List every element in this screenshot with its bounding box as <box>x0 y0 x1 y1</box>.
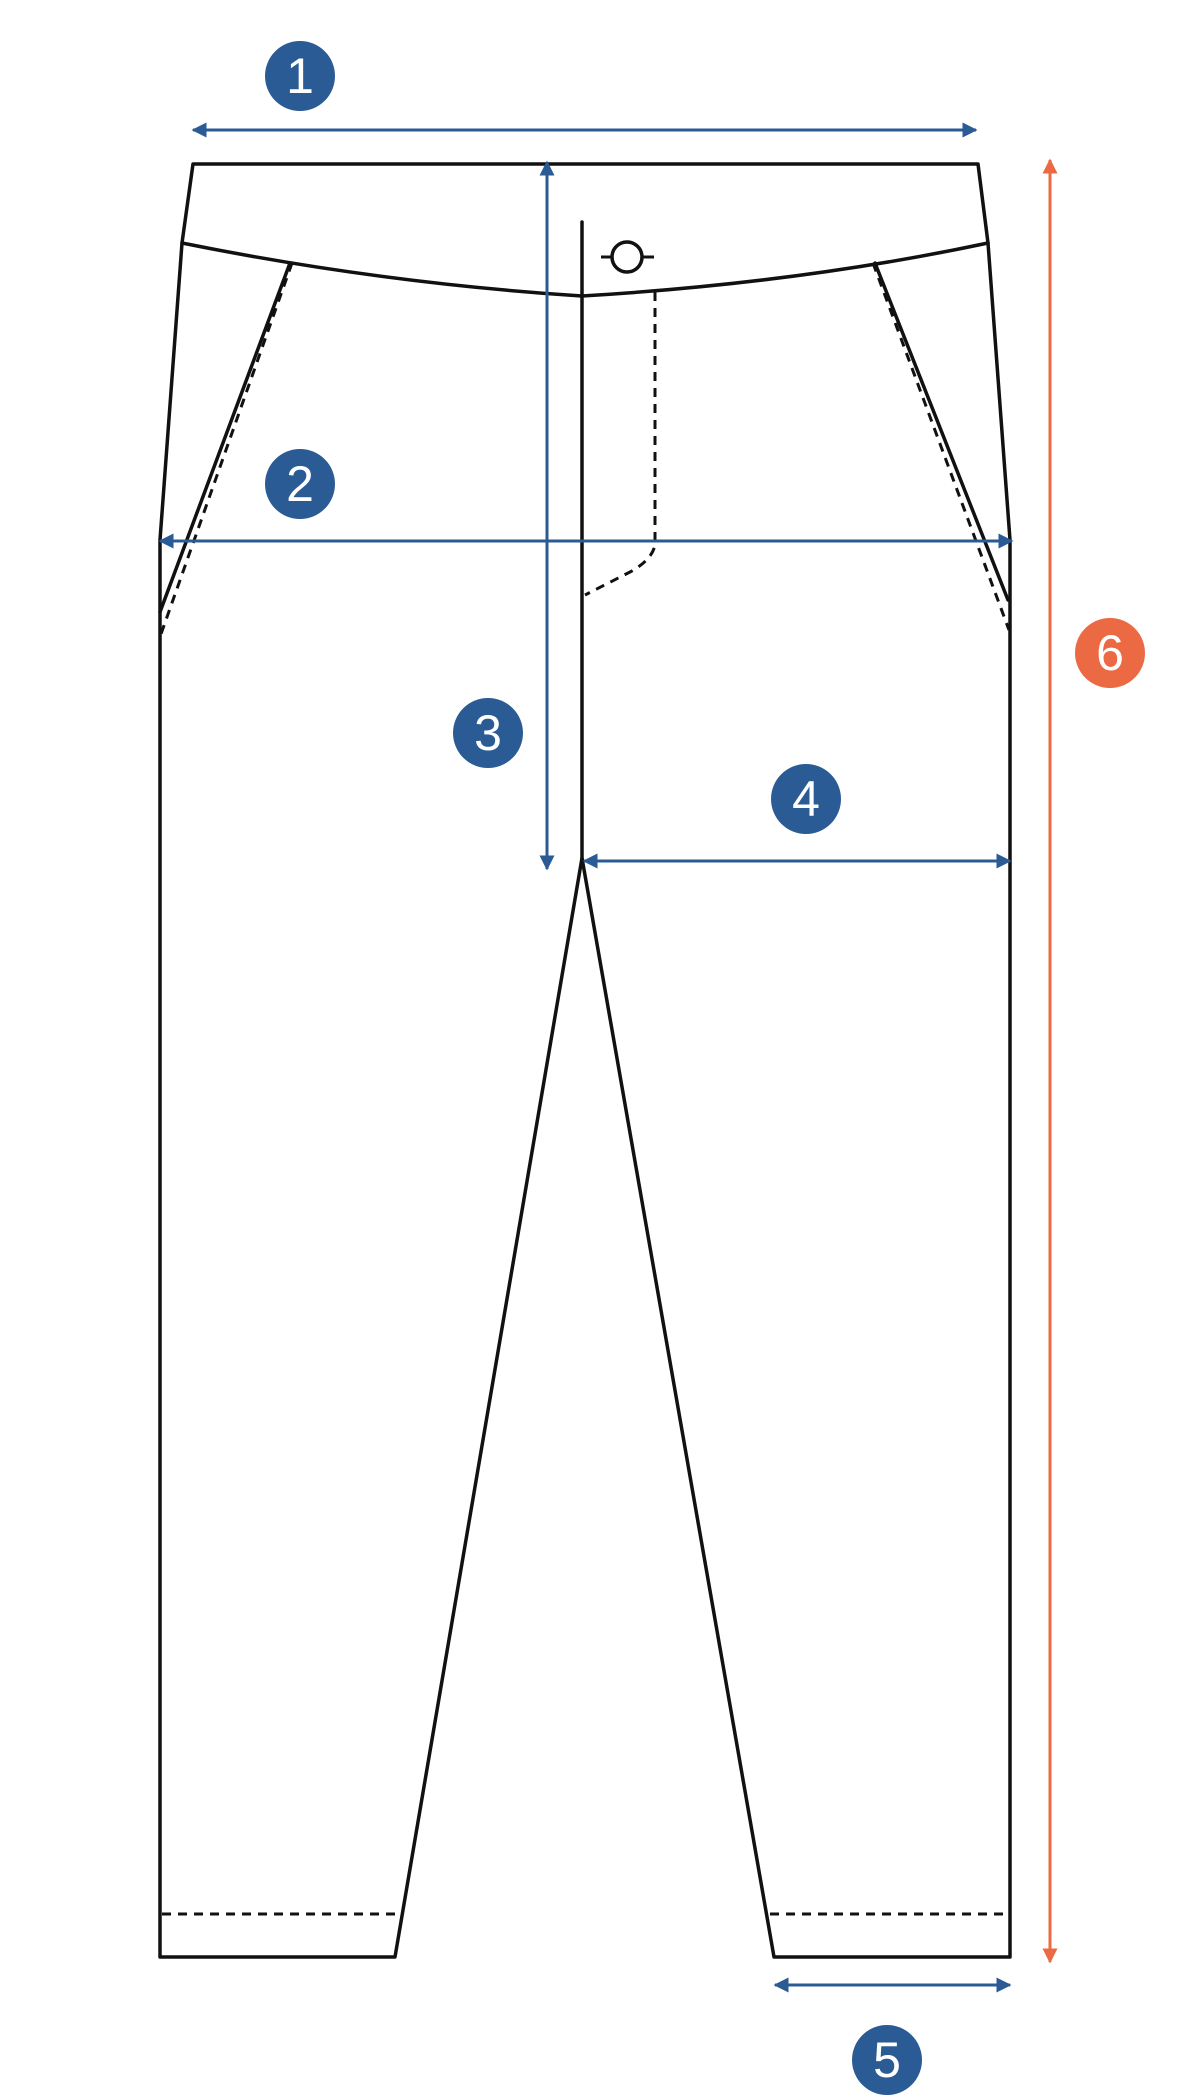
marker-4-label: 4 <box>792 771 820 827</box>
right-pocket <box>873 261 1010 602</box>
marker-1-badge <box>265 41 335 111</box>
pants-outline <box>158 162 1012 1959</box>
right-pocket-stitch <box>871 262 1011 631</box>
left-pocket-stitch <box>159 262 294 635</box>
fly-stitch <box>584 292 657 597</box>
left-pocket <box>158 261 292 614</box>
waistband <box>180 162 990 298</box>
marker-6-label: 6 <box>1096 625 1124 681</box>
marker-2-badge <box>265 449 335 519</box>
marker-3-badge <box>453 698 523 768</box>
marker-4: 4 <box>771 764 841 834</box>
marker-5: 5 <box>852 2025 922 2095</box>
waist-button <box>601 240 654 274</box>
marker-6-badge <box>1075 618 1145 688</box>
marker-3: 3 <box>453 698 523 768</box>
marker-5-badge <box>852 2025 922 2095</box>
marker-5-label: 5 <box>873 2032 901 2088</box>
marker-6: 6 <box>1075 618 1145 688</box>
marker-1-label: 1 <box>286 48 314 104</box>
marker-3-label: 3 <box>474 705 502 761</box>
marker-2: 2 <box>265 449 335 519</box>
measurement-lines <box>158 122 1058 1993</box>
marker-4-badge <box>771 764 841 834</box>
marker-2-label: 2 <box>286 456 314 512</box>
marker-1: 1 <box>265 41 335 111</box>
